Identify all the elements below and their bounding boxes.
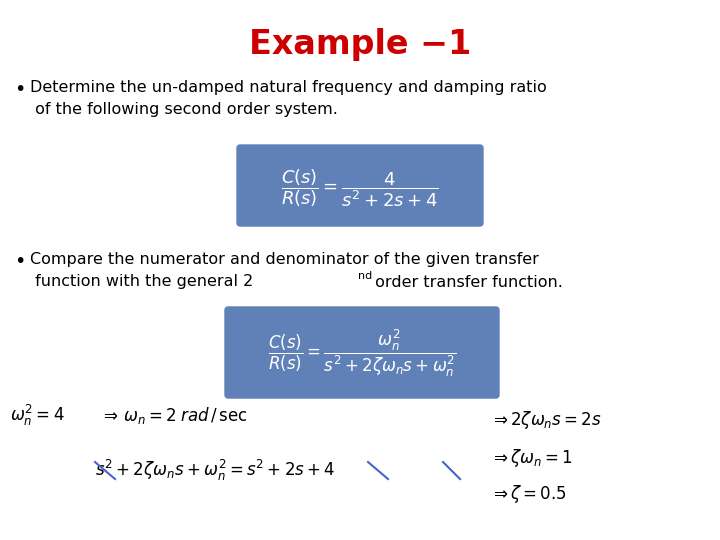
Text: Compare the numerator and denominator of the given transfer
 function with the g: Compare the numerator and denominator of…: [30, 252, 539, 289]
FancyBboxPatch shape: [225, 307, 499, 398]
Text: $\Rightarrow\,\omega_n = 2\;rad\,/\,\mathsf{sec}$: $\Rightarrow\,\omega_n = 2\;rad\,/\,\mat…: [100, 404, 248, 426]
Text: nd: nd: [358, 271, 372, 281]
Text: $\dfrac{C(s)}{R(s)} = \dfrac{4}{s^2+2s+4}$: $\dfrac{C(s)}{R(s)} = \dfrac{4}{s^2+2s+4…: [282, 167, 438, 209]
Text: $\Rightarrow \zeta = 0.5$: $\Rightarrow \zeta = 0.5$: [490, 483, 567, 505]
Text: •: •: [14, 80, 25, 99]
Text: $\Rightarrow \zeta\omega_n = 1$: $\Rightarrow \zeta\omega_n = 1$: [490, 447, 573, 469]
Text: •: •: [14, 252, 25, 271]
Text: $\Rightarrow 2\zeta\omega_n s = 2s$: $\Rightarrow 2\zeta\omega_n s = 2s$: [490, 409, 602, 431]
Text: $\omega_n^2 = 4$: $\omega_n^2 = 4$: [10, 402, 65, 428]
Text: order transfer function.: order transfer function.: [370, 275, 563, 290]
Text: Determine the un-damped natural frequency and damping ratio
 of the following se: Determine the un-damped natural frequenc…: [30, 80, 546, 117]
FancyBboxPatch shape: [237, 145, 483, 226]
Text: $s^2 + 2\zeta\omega_n s + \omega_n^2 = s^2 + 2s + 4$: $s^2 + 2\zeta\omega_n s + \omega_n^2 = s…: [95, 457, 336, 483]
Text: Example −1: Example −1: [249, 28, 471, 61]
Text: $\dfrac{C(s)}{R(s)} = \dfrac{\omega_n^2}{s^2+2\zeta\omega_n s+\omega_n^2}$: $\dfrac{C(s)}{R(s)} = \dfrac{\omega_n^2}…: [268, 327, 456, 379]
